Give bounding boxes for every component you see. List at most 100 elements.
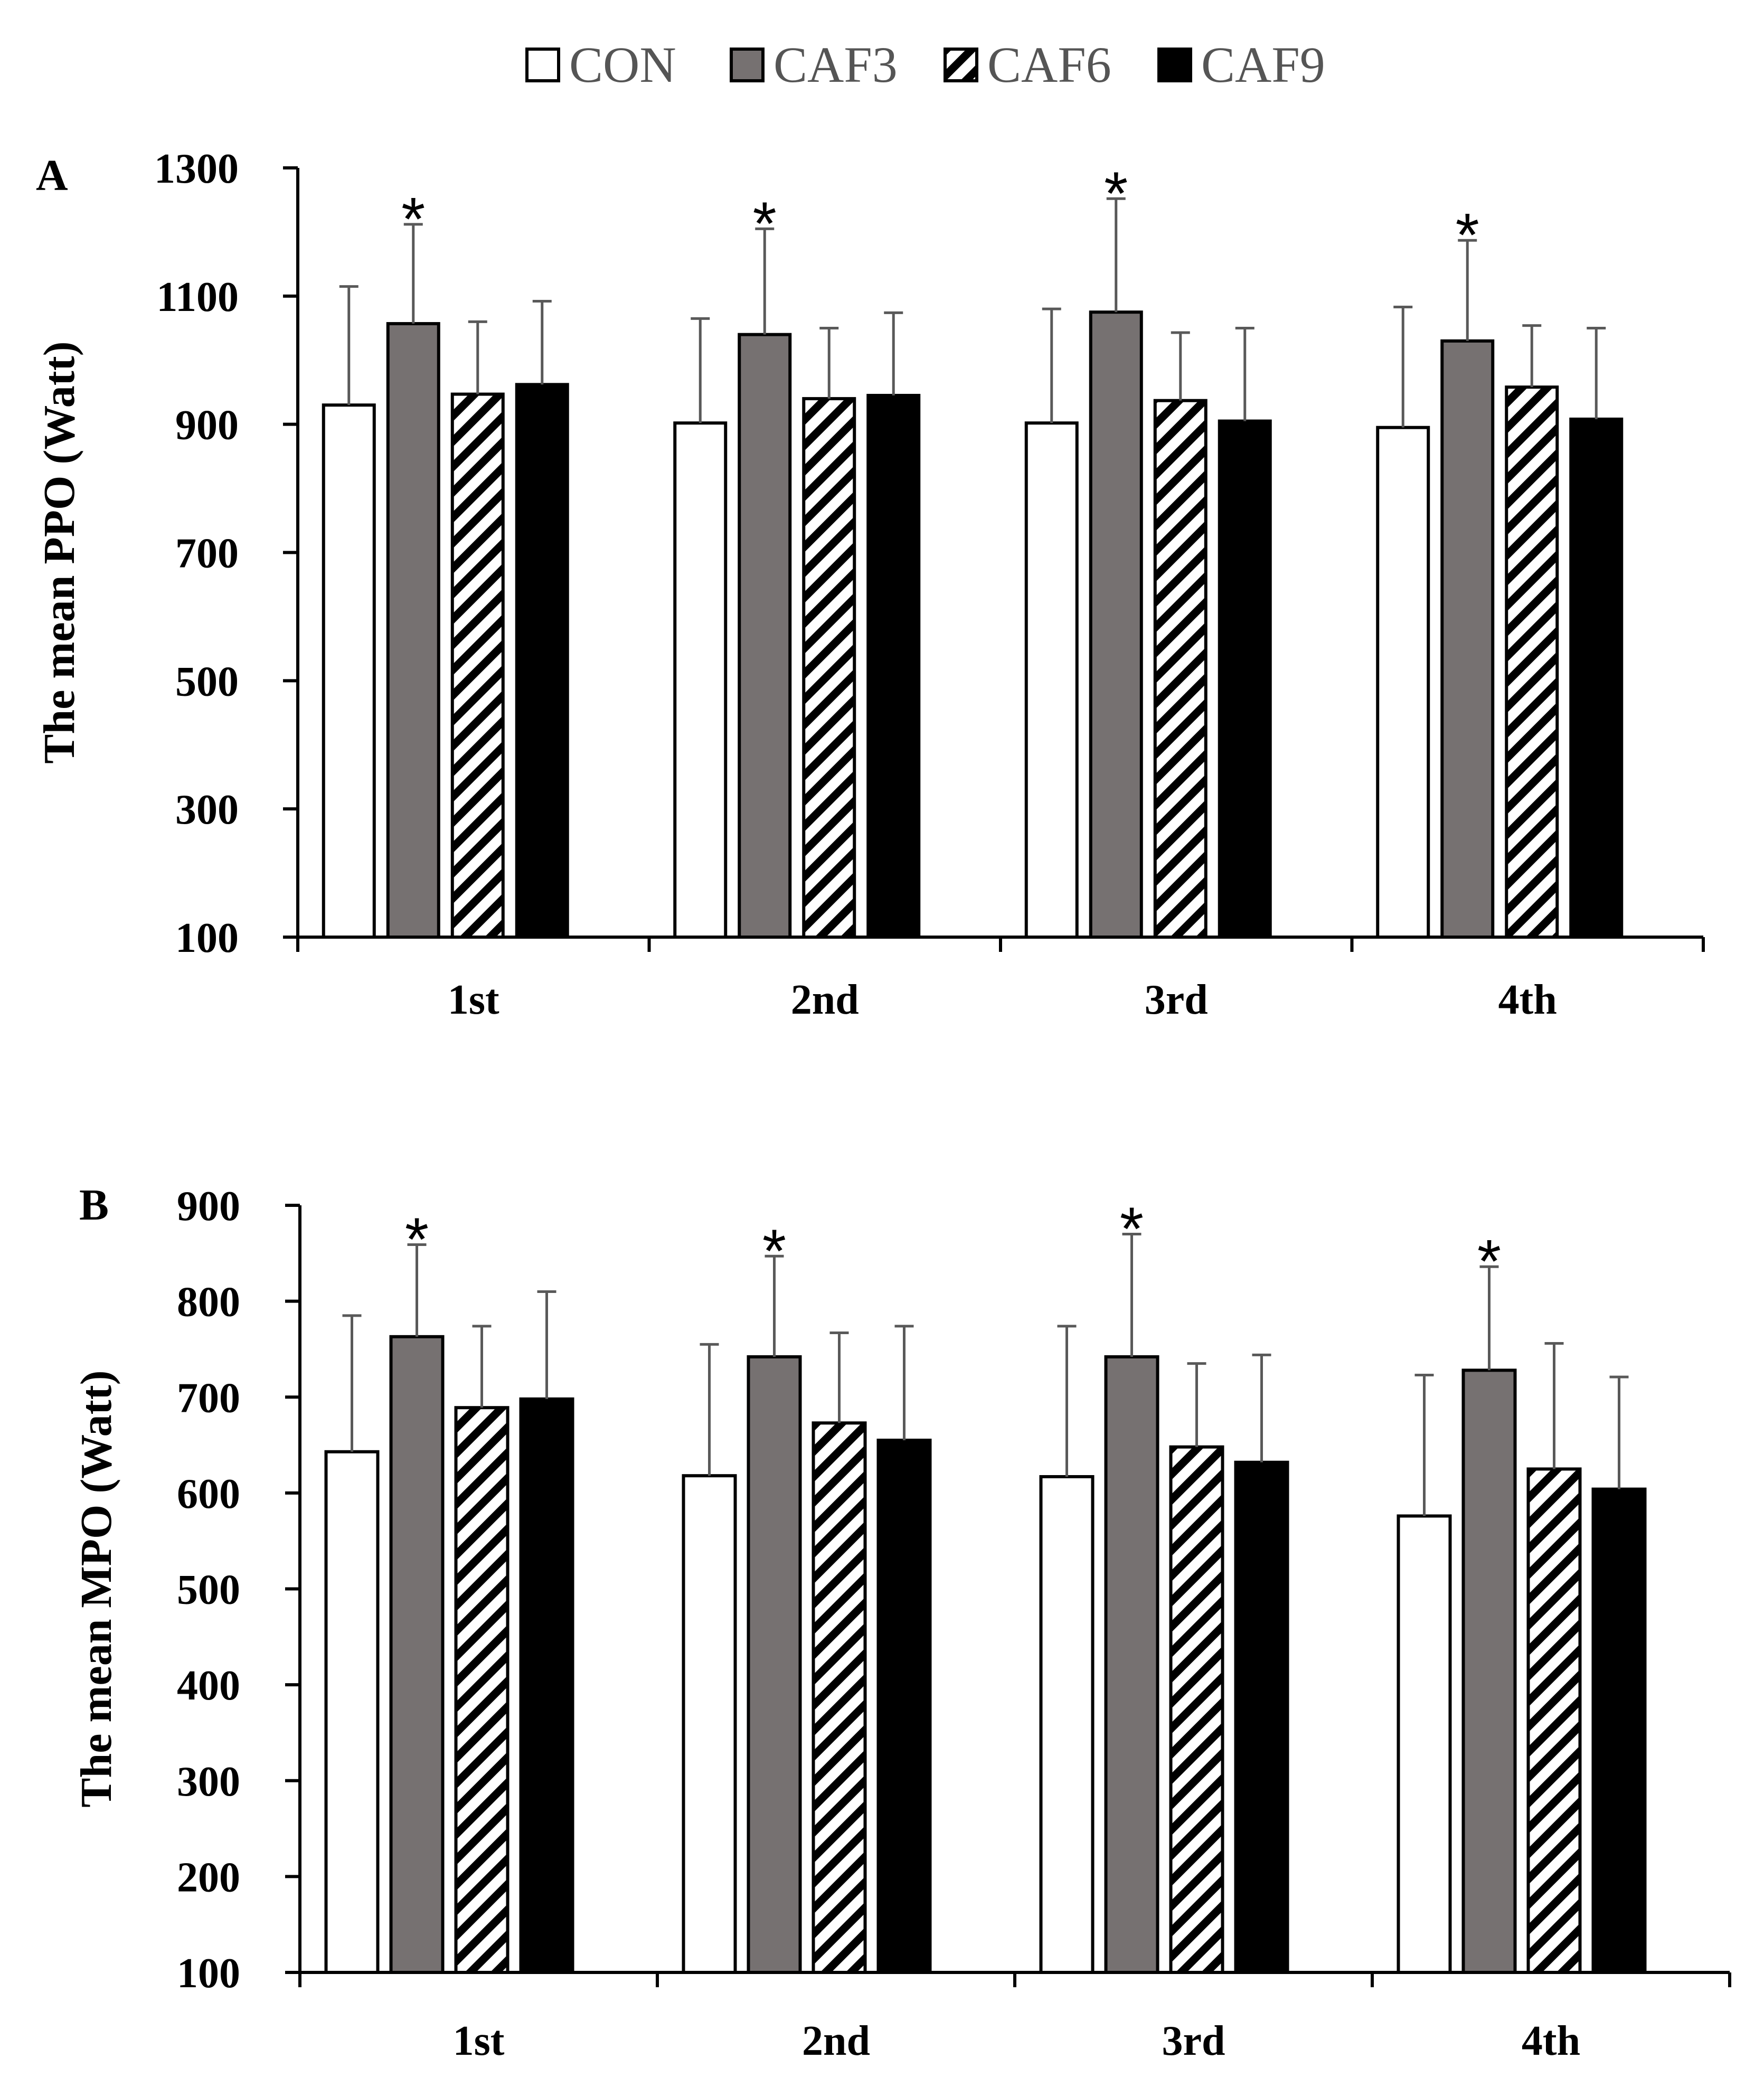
panel-a-errorbar-caf9-3rd	[1235, 327, 1254, 421]
panel-b-bar-caf9-4th	[1591, 1487, 1647, 1975]
panel-b-bar-caf6-1st	[454, 1406, 510, 1974]
panel-b-significance-star-4th: *	[1477, 1227, 1501, 1296]
legend-label-caf9: CAF9	[1201, 36, 1325, 93]
panel-a-errorbar-con-2nd	[691, 317, 710, 423]
panel-b-bar-caf3-3rd	[1104, 1355, 1159, 1974]
legend-label-caf3: CAF3	[773, 36, 898, 93]
panel-b-bar-caf9-1st	[519, 1397, 574, 1975]
legend-label-con: CON	[569, 36, 676, 93]
panel-a: A The mean PPO (Watt) * * * * 100 300 500 700 900 1…	[35, 146, 1705, 1023]
panel-b-errorbar-caf3-2nd	[765, 1254, 784, 1357]
panel-b-bar-caf3-2nd	[747, 1355, 802, 1974]
panel-b-y-tick-label-400: 400	[177, 1663, 240, 1709]
panel-a-errorbar-caf9-1st	[532, 300, 552, 385]
legend-swatch-con	[525, 48, 560, 82]
panel-a-significance-star-3rd: *	[1104, 159, 1128, 228]
panel-a-errorbar-caf3-2nd	[755, 227, 775, 335]
panel-b-label: B	[79, 1181, 109, 1230]
panel-b-bar-caf3-4th	[1461, 1368, 1517, 1974]
panel-a-bar-con-2nd	[673, 421, 728, 939]
panel-a-bar-caf9-4th	[1569, 417, 1624, 939]
panel-b-errorbar-caf9-1st	[537, 1290, 556, 1399]
panel-b-y-axis-title: The mean MPO (Watt)	[72, 1370, 121, 1807]
panel-b-bar-con-4th	[1397, 1514, 1452, 1975]
panel-b-y-tick-label-600: 600	[177, 1471, 240, 1517]
panel-b-errorbar-caf6-2nd	[829, 1331, 849, 1423]
panel-b-x-label-1st: 1st	[453, 2018, 505, 2064]
panel-a-errorbar-caf6-2nd	[819, 327, 839, 399]
panel-b-bar-caf6-3rd	[1169, 1445, 1224, 1975]
panel-a-y-tick-label-1300: 1300	[154, 146, 239, 192]
panel-b-y-tick-label-200: 200	[177, 1854, 240, 1901]
panel-a-bar-caf3-2nd	[738, 333, 792, 939]
panel-b-y-tick-label-500: 500	[177, 1567, 240, 1613]
panel-b-errorbar-caf3-4th	[1479, 1265, 1499, 1371]
panel-b-errorbar-caf3-1st	[407, 1243, 427, 1337]
panel-a-errorbar-con-3rd	[1042, 307, 1061, 423]
panel-b-bar-caf9-3rd	[1234, 1460, 1289, 1974]
panel-b-errorbar-con-3rd	[1057, 1325, 1077, 1477]
panel-b-errorbar-caf6-1st	[472, 1325, 492, 1408]
panel-a-bar-caf9-2nd	[866, 394, 921, 939]
panel-a-significance-star-4th: *	[1456, 201, 1479, 269]
panel-b-x-label-3rd: 3rd	[1162, 2018, 1225, 2064]
panel-a-x-label-3rd: 3rd	[1145, 977, 1208, 1023]
panel-b-y-tick-label-300: 300	[177, 1759, 240, 1805]
panel-a-significance-star-1st: *	[401, 185, 425, 253]
panel-a-errorbar-caf6-4th	[1522, 324, 1542, 388]
panel-a-bar-caf9-3rd	[1218, 419, 1272, 939]
panel-a-y-tick-label-500: 500	[175, 658, 239, 705]
panel-b-bar-caf9-2nd	[876, 1438, 932, 1974]
panel-a-x-label-1st: 1st	[448, 977, 499, 1023]
panel-b-errorbar-caf9-4th	[1609, 1375, 1629, 1489]
panel-b-significance-star-1st: *	[405, 1205, 429, 1273]
panel-b-errorbar-caf6-3rd	[1187, 1362, 1206, 1447]
panel-b-y-tick-label-700: 700	[177, 1375, 240, 1421]
panel-b: B The mean MPO (Watt) * * * * 100 200 300 400 500 6…	[72, 1181, 1731, 2064]
panel-a-errorbar-caf9-4th	[1587, 327, 1606, 419]
panel-a-errorbar-caf3-3rd	[1106, 197, 1126, 313]
legend-swatch-caf9	[1157, 48, 1192, 82]
panel-a-y-tick-label-900: 900	[175, 402, 239, 449]
panel-b-bar-caf3-1st	[389, 1335, 445, 1974]
panel-a-errorbar-caf3-1st	[403, 223, 423, 324]
panel-b-significance-star-3rd: *	[1120, 1194, 1144, 1263]
panel-b-x-label-4th: 4th	[1522, 2018, 1580, 2064]
panel-a-bar-caf3-1st	[386, 322, 440, 939]
panel-a-y-tick-label-100: 100	[175, 915, 239, 961]
panel-a-x-label-2nd: 2nd	[791, 977, 859, 1023]
panel-b-bar-con-1st	[324, 1450, 380, 1975]
panel-a-y-axis-title: The mean PPO (Watt)	[35, 341, 84, 763]
panel-a-errorbar-con-4th	[1393, 305, 1413, 428]
panel-a-y-tick-label-300: 300	[175, 787, 239, 833]
panel-a-errorbar-caf9-2nd	[884, 311, 903, 396]
panel-b-bar-con-3rd	[1039, 1475, 1095, 1974]
panel-a-bar-caf3-3rd	[1089, 310, 1143, 939]
panel-b-errorbar-caf6-4th	[1544, 1342, 1564, 1469]
panel-b-bar-caf6-2nd	[812, 1421, 867, 1975]
panel-a-errorbar-caf6-1st	[468, 320, 487, 394]
panel-a-significance-star-2nd: *	[753, 189, 777, 258]
panel-b-bar-con-2nd	[682, 1474, 737, 1975]
panel-b-bar-caf6-4th	[1526, 1467, 1582, 1974]
panel-a-bar-caf3-4th	[1440, 339, 1495, 939]
panel-a-bar-con-4th	[1376, 426, 1430, 939]
panel-a-errorbar-caf6-3rd	[1171, 331, 1190, 401]
panel-b-errorbar-con-4th	[1414, 1373, 1434, 1516]
panel-b-errorbar-con-2nd	[700, 1343, 719, 1476]
panel-a-errorbar-con-1st	[339, 285, 359, 405]
panel-b-x-label-2nd: 2nd	[802, 2018, 870, 2064]
panel-b-y-tick-label-100: 100	[177, 1950, 240, 1997]
panel-b-y-tick-label-900: 900	[177, 1183, 240, 1230]
panel-a-bar-con-1st	[322, 403, 376, 939]
panel-a-label: A	[36, 151, 68, 200]
panel-b-y-tick-label-800: 800	[177, 1279, 240, 1326]
panel-b-errorbar-caf9-3rd	[1252, 1353, 1271, 1462]
panel-a-y-tick-label-700: 700	[175, 531, 239, 577]
panel-b-errorbar-caf3-3rd	[1122, 1232, 1142, 1357]
legend: CON CAF3 CAF6 CAF9	[525, 36, 1325, 93]
panel-a-bar-caf6-4th	[1505, 385, 1559, 939]
panel-a-bar-caf6-3rd	[1153, 399, 1208, 939]
panel-a-bar-con-3rd	[1024, 421, 1079, 939]
